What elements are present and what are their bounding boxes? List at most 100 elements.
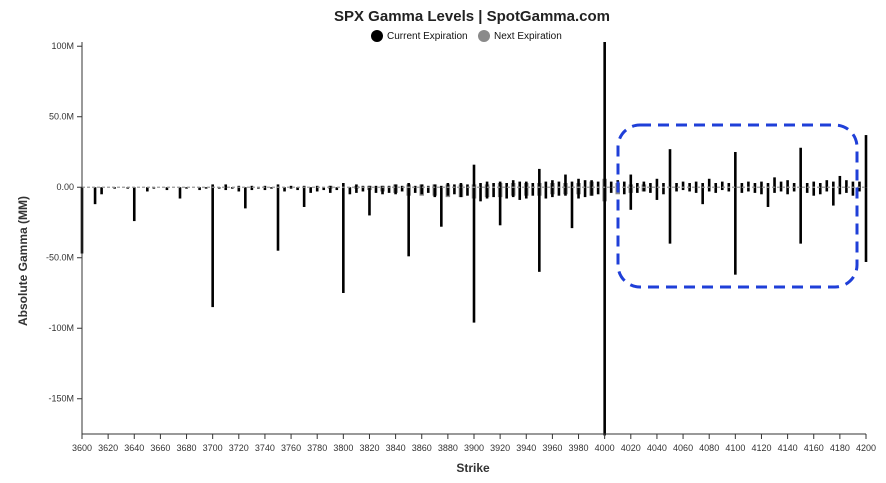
bar-positive-3850 <box>407 183 410 188</box>
x-tick-label: 3760 <box>281 443 301 453</box>
bar-negative-3975 <box>570 187 574 229</box>
bar-positive-4085 <box>714 183 718 188</box>
bar-positive-3990 <box>590 180 593 188</box>
bar-negative-4065 <box>688 187 691 192</box>
x-tick-label: 3880 <box>438 443 458 453</box>
x-tick-label: 3700 <box>203 443 223 453</box>
bar-positive-4190 <box>851 181 855 188</box>
bar-negative-4070 <box>694 187 698 193</box>
bar-negative-4165 <box>818 187 822 195</box>
bar-positive-4090 <box>720 181 724 188</box>
bar-negative-3995 <box>596 187 600 195</box>
bar-negative-3950 <box>538 187 541 272</box>
bar-negative-3615 <box>100 187 103 195</box>
x-tick-label: 4100 <box>725 443 745 453</box>
bar-negative-3650 <box>146 187 149 192</box>
bar-positive-3880 <box>446 183 450 188</box>
bar-negative-4105 <box>740 187 744 193</box>
bar-positive-4095 <box>727 183 731 188</box>
bar-negative-3695 <box>204 187 208 189</box>
bar-negative-3765 <box>296 187 299 191</box>
bar-negative-3920 <box>498 187 502 226</box>
bar-negative-3735 <box>257 187 260 189</box>
bar-negative-3640 <box>132 187 136 222</box>
bar-negative-3990 <box>590 187 593 196</box>
bar-positive-4130 <box>773 177 776 188</box>
bar-negative-3705 <box>217 187 221 189</box>
bar-positive-4165 <box>818 183 822 188</box>
bar-negative-4045 <box>662 187 665 195</box>
bar-positive-3995 <box>596 181 600 188</box>
bar-negative-3885 <box>453 187 456 195</box>
bar-positive-3870 <box>433 184 437 188</box>
bar-positive-3790 <box>328 185 332 188</box>
bar-negative-3730 <box>250 187 254 191</box>
bar-negative-3720 <box>237 187 241 192</box>
bar-positive-4105 <box>740 183 744 188</box>
bar-negative-3775 <box>309 187 312 193</box>
bar-negative-3675 <box>178 187 182 199</box>
bar-positive-3960 <box>551 180 554 188</box>
bar-positive-3900 <box>472 164 476 188</box>
bar-negative-4040 <box>655 187 659 200</box>
bar-negative-3805 <box>348 187 352 195</box>
x-tick-label: 4140 <box>778 443 798 453</box>
x-tick-label: 3680 <box>177 443 197 453</box>
bar-negative-3815 <box>361 187 365 192</box>
bar-positive-3945 <box>531 183 535 188</box>
bar-negative-3780 <box>315 187 319 192</box>
bar-positive-3975 <box>570 181 574 188</box>
bar-negative-4150 <box>799 187 802 244</box>
bar-negative-3905 <box>479 187 482 202</box>
bar-negative-3795 <box>335 187 339 191</box>
bar-negative-3845 <box>400 187 404 192</box>
bar-positive-4150 <box>799 147 802 188</box>
legend-current-label: Current Expiration <box>387 31 468 42</box>
bar-negative-3750 <box>276 187 280 251</box>
bar-negative-3945 <box>531 187 535 196</box>
bar-positive-4170 <box>825 180 829 188</box>
bar-negative-4110 <box>747 187 750 192</box>
bar-negative-3790 <box>328 187 332 193</box>
x-tick-label: 3960 <box>542 443 562 453</box>
bar-positive-3840 <box>394 184 397 188</box>
x-tick-label: 3940 <box>516 443 536 453</box>
bar-negative-3665 <box>165 187 169 191</box>
x-tick-label: 3900 <box>464 443 484 453</box>
bar-negative-4185 <box>845 187 848 193</box>
x-tick-label: 3840 <box>386 443 406 453</box>
bar-negative-4155 <box>805 187 809 193</box>
bar-negative-3910 <box>485 187 489 199</box>
bar-negative-4050 <box>668 187 672 244</box>
bar-negative-3880 <box>446 187 450 196</box>
x-tick-label: 3620 <box>98 443 118 453</box>
bar-positive-3740 <box>263 185 267 188</box>
bar-positive-4115 <box>753 183 757 188</box>
bar-positive-4195 <box>858 181 861 188</box>
bar-positive-3860 <box>420 184 424 188</box>
bar-positive-3980 <box>577 178 580 188</box>
bar-negative-3770 <box>302 187 306 207</box>
bar-negative-3900 <box>472 187 476 323</box>
bar-negative-4035 <box>649 187 652 193</box>
x-tick-label: 3800 <box>333 443 353 453</box>
bar-negative-4055 <box>675 187 678 192</box>
x-axis: 3600 3620 3640 3660 3680 3700 3720 3740 3760 3780… <box>72 433 876 453</box>
bar-negative-3810 <box>355 187 358 193</box>
bar-positive-3700 <box>211 184 214 188</box>
bar-negative-3785 <box>322 187 326 191</box>
x-tick-label: 3860 <box>412 443 432 453</box>
bar-negative-4005 <box>609 187 613 193</box>
bar-positive-3750 <box>276 184 280 188</box>
bar-positive-4200 <box>864 135 868 188</box>
bar-negative-3760 <box>289 187 293 189</box>
bar-positive-3770 <box>302 185 306 188</box>
y-axis: 100M 50.0M 0.00 -50.0M -100M -150M <box>46 41 83 434</box>
legend-next-marker <box>478 30 490 42</box>
bar-positive-4050 <box>668 149 672 188</box>
bar-positive-4145 <box>792 183 796 188</box>
bar-positive-3920 <box>498 181 502 188</box>
bar-negative-3835 <box>387 187 391 193</box>
bar-negative-3980 <box>577 187 580 199</box>
